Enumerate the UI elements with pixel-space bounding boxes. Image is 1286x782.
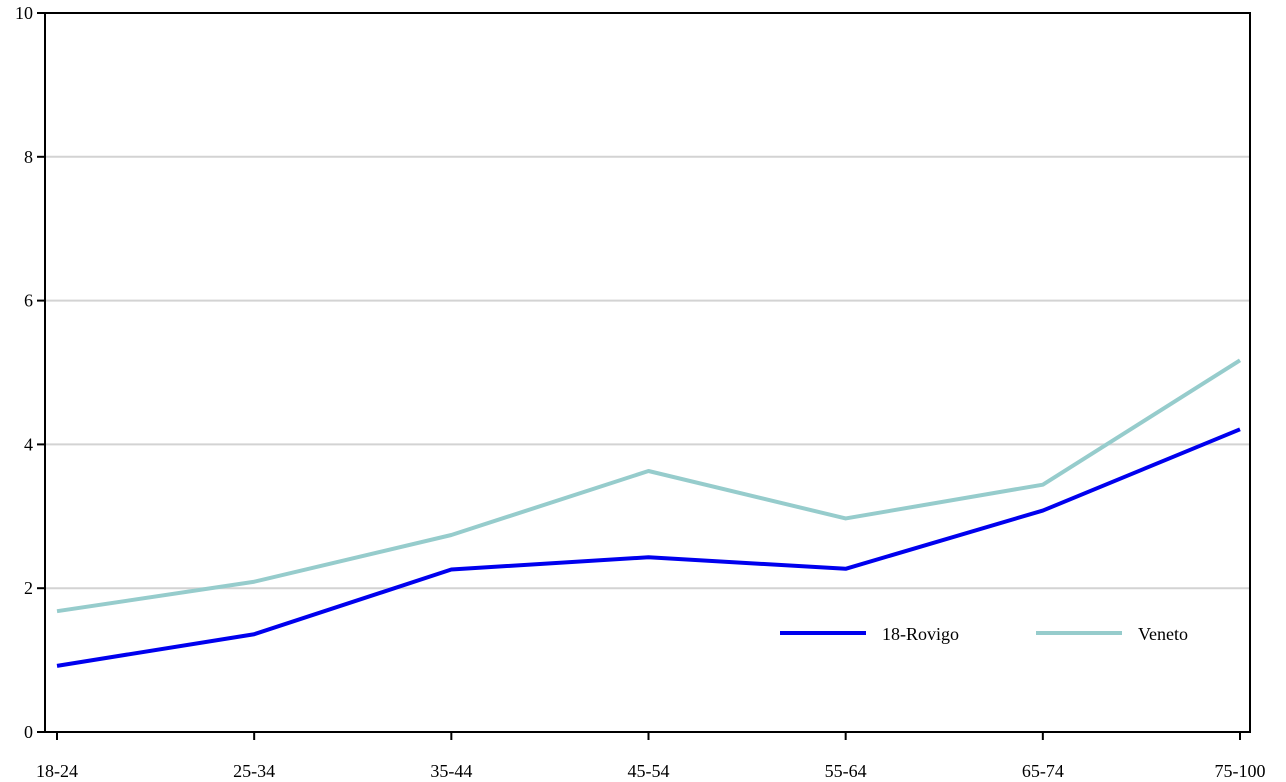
y-tick-label: 4 [24, 434, 33, 454]
x-tick-label: 45-54 [628, 761, 670, 781]
series-line-veneto [56, 358, 1242, 614]
plot-frame [44, 12, 1251, 733]
series-line-18-rovigo [56, 427, 1241, 668]
x-tick-label: 55-64 [825, 761, 867, 781]
y-tick-label: 10 [15, 3, 33, 23]
y-tick-label: 2 [24, 578, 33, 598]
x-tick-label: 25-34 [233, 761, 275, 781]
x-tick-label: 75-100 [1215, 761, 1266, 781]
gridlines [45, 155, 1250, 590]
y-tick-label: 6 [24, 291, 33, 311]
x-tick-label: 65-74 [1022, 761, 1064, 781]
x-tick-label: 18-24 [36, 761, 78, 781]
y-tick-label: 8 [24, 147, 33, 167]
series-lines [56, 358, 1242, 668]
y-axis: 0 2 4 6 8 10 [15, 3, 45, 742]
legend-label-18-rovigo: 18-Rovigo [882, 624, 959, 644]
legend: 18-Rovigo Veneto [780, 624, 1188, 644]
x-axis: 18-24 25-34 35-44 45-54 55-64 65-74 75-100 [36, 732, 1266, 781]
legend-label-veneto: Veneto [1138, 624, 1188, 644]
x-tick-label: 35-44 [430, 761, 472, 781]
y-tick-label: 0 [24, 722, 33, 742]
